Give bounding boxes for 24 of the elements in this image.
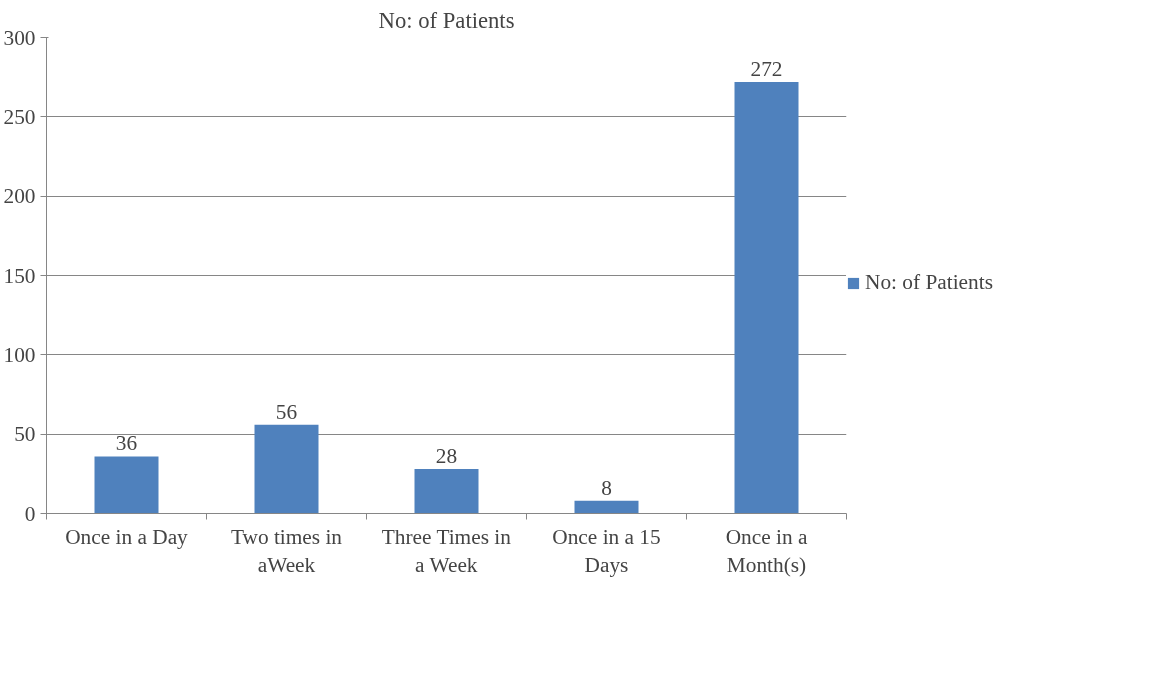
x-tick-label: Three Times in a Week [381, 524, 512, 578]
y-tick-label: 50 [14, 422, 36, 447]
y-tick-label: 200 [3, 184, 36, 209]
bar [414, 469, 479, 514]
chart-title: No: of Patients [378, 7, 515, 33]
data-label: 272 [750, 56, 783, 81]
bar [574, 500, 639, 514]
y-tick-label: 150 [3, 263, 36, 288]
data-label: 28 [435, 444, 458, 469]
legend-label: No: of Patients [865, 270, 993, 295]
data-label: 56 [275, 399, 298, 424]
y-tick-label: 0 [24, 501, 36, 526]
x-tick-label: Two times in aWeek [230, 524, 343, 578]
data-label: 36 [115, 431, 138, 456]
y-tick-label: 100 [3, 342, 36, 367]
x-tick-label: Once in a Month(s) [725, 524, 808, 578]
y-tick-label: 300 [3, 25, 36, 50]
x-tick-label: Once in a 15 Days [552, 524, 661, 578]
bar [254, 424, 319, 514]
bar [94, 456, 159, 514]
data-label: 8 [601, 475, 612, 500]
y-tick-label: 250 [3, 104, 36, 129]
x-tick-label: Once in a Day [65, 524, 189, 549]
bar [734, 81, 799, 514]
